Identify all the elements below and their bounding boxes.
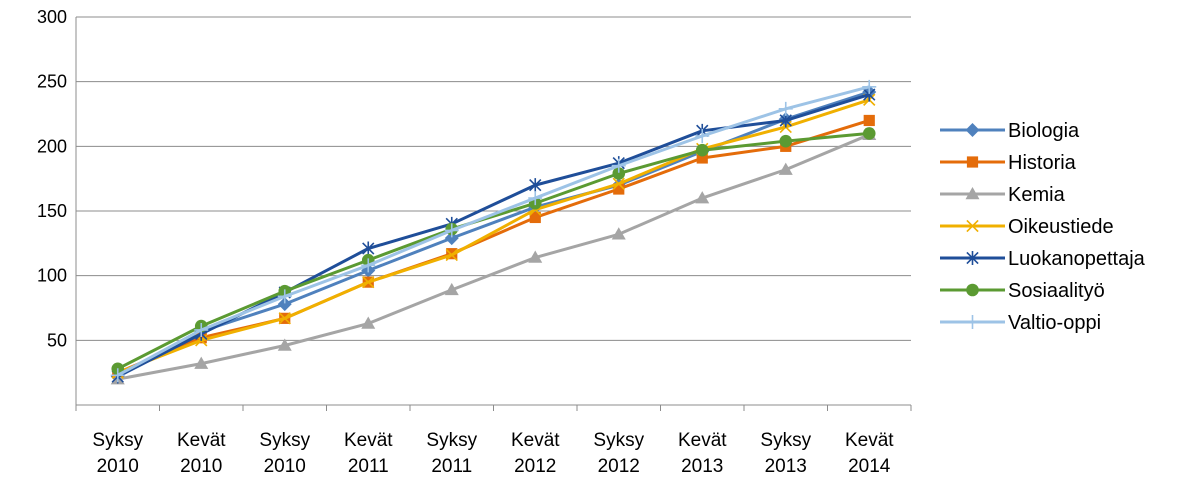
legend-label: Sosiaalityö [1008, 280, 1105, 302]
data-point-oikeustiede [278, 312, 291, 325]
y-tick-label: 150 [37, 201, 67, 221]
x-tick-label: Syksy [426, 430, 477, 451]
x-tick-label: 2010 [180, 456, 222, 477]
data-point-historia [529, 211, 541, 224]
legend-label: Oikeustiede [1008, 216, 1114, 238]
x-tick-label: Syksy [593, 430, 644, 451]
data-point-sosiaality- [612, 167, 626, 180]
series-line-sosiaality- [117, 131, 870, 371]
series-line-biologia [117, 90, 870, 378]
x-tick-label: 2012 [598, 456, 640, 477]
data-point-oikeustiede [612, 177, 625, 191]
legend-item-oikeustiede: Oikeustiede [940, 216, 1114, 238]
data-point-valtio-oppi [194, 322, 209, 337]
data-point-luokanopettaja [362, 241, 375, 256]
data-point-historia [863, 114, 875, 127]
series-kemia [110, 127, 877, 385]
data-point-valtio-oppi [611, 158, 626, 173]
legend-label: Luokanopettaja [1008, 248, 1146, 270]
x-axis-ticks: Syksy 2010 Kevät 2010 Syksy 2010 Kevät 2011 Syks… [92, 430, 894, 477]
data-point-valtio-oppi [778, 101, 793, 116]
legend-marker [966, 156, 979, 168]
series-line-historia [117, 119, 870, 375]
y-tick-label: 300 [37, 7, 67, 27]
x-tick-label: Syksy [92, 430, 143, 451]
x-tick-label: Kevät [678, 430, 727, 451]
x-tick-label: Kevät [511, 430, 560, 451]
data-point-historia [696, 152, 708, 164]
y-tick-label: 250 [37, 72, 67, 92]
data-point-biologia [444, 231, 459, 246]
data-point-kemia [695, 191, 710, 204]
data-point-kemia [277, 338, 292, 351]
data-point-kemia [361, 316, 376, 329]
x-tick-label: Syksy [760, 430, 811, 451]
x-tick-label: 2011 [348, 456, 389, 477]
series-historia [112, 114, 875, 379]
x-tick-label: 2014 [848, 456, 891, 477]
x-tick-label: 2013 [681, 456, 723, 477]
legend-label: Biologia [1008, 120, 1080, 142]
plot-area [110, 79, 877, 385]
y-axis-ticks: 50 100 150 200 250 300 [37, 7, 67, 350]
data-point-sosiaality- [862, 127, 876, 140]
data-point-valtio-oppi [862, 79, 877, 94]
legend-item-sosiaality-: Sosiaalityö [940, 280, 1105, 302]
data-point-kemia [528, 250, 543, 263]
data-point-oikeustiede [362, 275, 375, 289]
y-tick-label: 100 [37, 266, 67, 286]
y-tick-label: 200 [37, 136, 67, 156]
y-tick-label: 50 [47, 330, 67, 350]
legend-label: Valtio-oppi [1008, 312, 1101, 334]
data-point-kemia [444, 282, 459, 296]
series-line-oikeustiede [117, 98, 870, 375]
series-line-valtio-oppi [117, 85, 870, 377]
x-tick-label: Syksy [259, 430, 310, 451]
x-tick-label: Kevät [177, 430, 226, 451]
x-tick-label: 2012 [514, 456, 556, 477]
data-point-kemia [778, 162, 793, 175]
series-line-kemia [117, 133, 870, 381]
legend-item-luokanopettaja: Luokanopettaja [940, 248, 1146, 270]
data-point-kemia [611, 227, 626, 240]
legend-marker [966, 251, 979, 265]
data-point-luokanopettaja [529, 178, 542, 193]
series-sosiaality- [111, 127, 876, 376]
legend-marker [965, 315, 980, 329]
legend-item-kemia: Kemia [940, 184, 1066, 206]
data-point-sosiaality- [695, 143, 709, 157]
x-tick-label: 2010 [97, 456, 139, 477]
gridlines [76, 16, 911, 341]
x-tick-label: Kevät [845, 430, 894, 451]
legend-item-valtio-oppi: Valtio-oppi [940, 312, 1101, 334]
legend-item-biologia: Biologia [940, 120, 1080, 142]
legend-marker [965, 187, 980, 200]
legend-label: Historia [1008, 152, 1077, 174]
data-point-oikeustiede [445, 248, 458, 262]
series-valtio-oppi [110, 79, 877, 383]
legend-marker [966, 219, 979, 233]
legend-marker [966, 283, 979, 297]
data-point-biologia [277, 297, 292, 312]
x-tick-label: 2013 [765, 456, 807, 477]
legend-marker [965, 123, 980, 137]
data-point-valtio-oppi [110, 368, 125, 383]
data-point-kemia [194, 356, 209, 369]
data-point-valtio-oppi [695, 128, 710, 143]
data-point-valtio-oppi [361, 258, 376, 273]
x-tick-label: 2011 [431, 456, 472, 477]
data-point-historia [613, 183, 625, 195]
data-point-sosiaality- [779, 134, 793, 148]
legend-label: Kemia [1008, 184, 1066, 206]
legend-item-historia: Historia [940, 152, 1077, 174]
x-tick-label: Kevät [344, 430, 393, 451]
data-point-valtio-oppi [444, 223, 459, 238]
legend: Biologia Historia Kemia Oikeustiede Luokanop… [940, 120, 1146, 334]
data-point-valtio-oppi [528, 191, 543, 206]
axes [75, 17, 912, 411]
x-tick-label: 2010 [264, 456, 306, 477]
data-point-valtio-oppi [277, 289, 292, 304]
